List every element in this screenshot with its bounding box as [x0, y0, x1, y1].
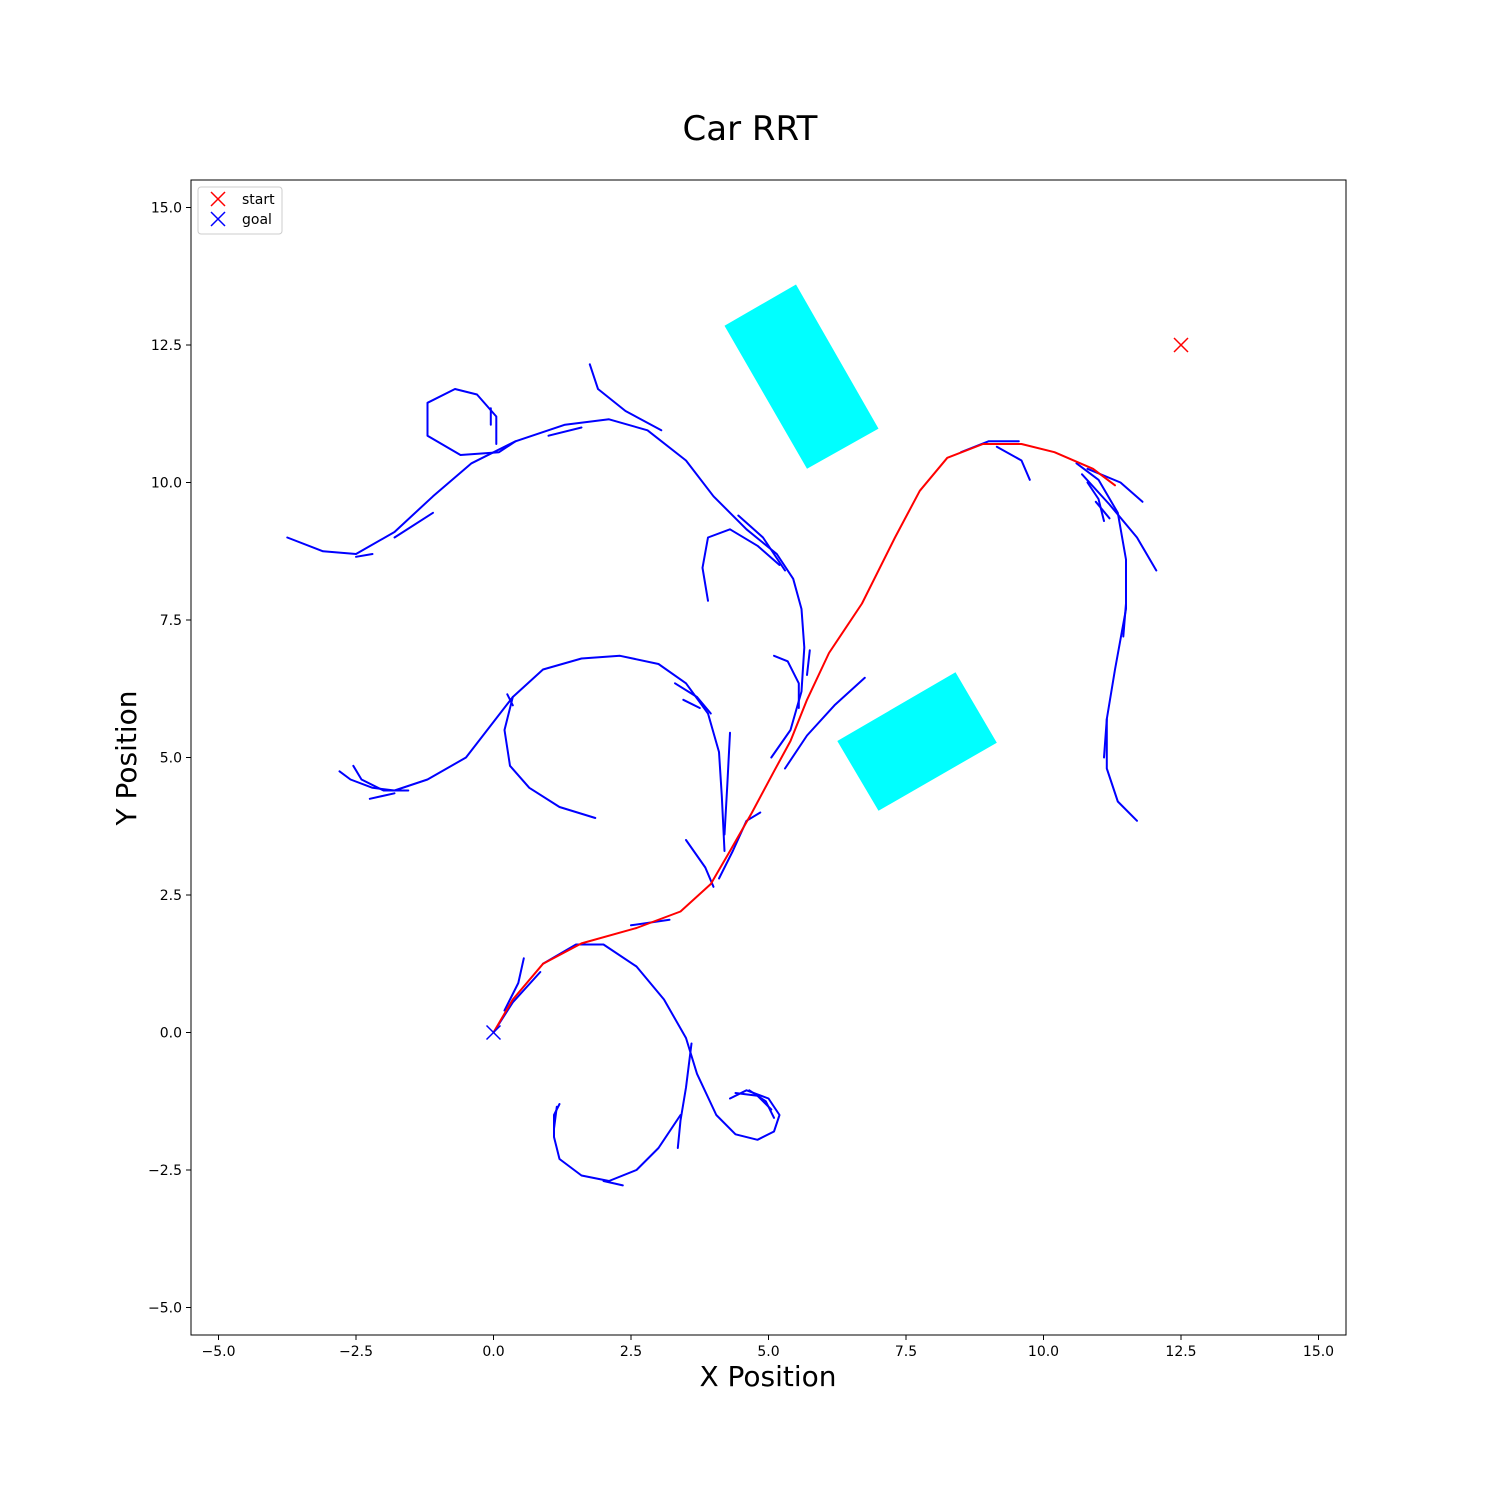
markers-layer [485, 337, 1189, 1041]
tree-branch-line-19 [503, 696, 597, 819]
series-layer [286, 363, 1158, 1187]
tree-branch-line-35 [1075, 462, 1138, 822]
x-tick-label: 10.0 [1028, 1344, 1059, 1360]
y-tick-label: 12.5 [151, 338, 182, 354]
y-tick-label: 7.5 [160, 613, 182, 629]
tree-branch-line-40 [1122, 602, 1127, 638]
legend-start-icon-stroke-2 [210, 191, 226, 207]
tree-branch-line-17 [674, 682, 712, 715]
legend-start-label: start [242, 192, 275, 208]
y-axis: −5.0 −2.5 0.0 2.5 5.0 7.5 10.0 12.5 15.0 [148, 201, 191, 1317]
plot-area [190, 179, 1347, 1336]
y-tick-label: 0.0 [160, 1026, 182, 1042]
legend-start-icon [210, 191, 226, 207]
x-tick-label: −2.5 [339, 1344, 373, 1360]
tree-branch-line-39 [1094, 500, 1111, 520]
y-tick-label: 5.0 [160, 751, 182, 767]
tree-branch-line-20 [506, 693, 514, 707]
tree-branch-line-5 [748, 1089, 775, 1119]
tree-branch-line-10 [685, 839, 715, 888]
tree-branch-line-41 [1103, 718, 1108, 759]
solution-path-line [492, 443, 1116, 1034]
tree-branch-line-15 [368, 792, 396, 800]
tree-branch-line-34 [995, 445, 1031, 481]
legend-goal-label: goal [242, 212, 272, 228]
x-tick-label: −5.0 [202, 1344, 236, 1360]
y-tick-label: −2.5 [148, 1163, 182, 1179]
tree-branch-line-30 [393, 511, 434, 539]
tree-branch-line-6 [676, 1042, 693, 1149]
tree-branch-line-25 [773, 654, 800, 709]
tree-branch-line-2 [503, 957, 525, 1012]
tree-branch-line-32 [547, 426, 583, 437]
obstacle-1 [724, 284, 879, 469]
tree-branch-line-13 [338, 654, 726, 852]
tree-branch-line-8 [602, 1180, 624, 1187]
tree-branch-line-9 [553, 1105, 558, 1130]
x-tick-label: 5.0 [757, 1344, 779, 1360]
y-tick-label: 2.5 [160, 888, 182, 904]
y-tick-label: −5.0 [148, 1301, 182, 1317]
tree-branch-line-16 [723, 731, 731, 836]
tree-branch-line-31 [355, 553, 374, 558]
tree-branch-line-27 [588, 363, 663, 432]
goal-marker-stroke-2 [485, 1024, 502, 1041]
y-axis-title: Y Position [110, 690, 143, 826]
tree-branch-line-24 [784, 676, 866, 770]
start-marker-stroke-2 [1173, 337, 1189, 353]
x-tick-label: 12.5 [1165, 1344, 1196, 1360]
legend-goal-icon [210, 211, 226, 227]
y-tick-label: 15.0 [151, 201, 182, 217]
x-tick-label: 15.0 [1303, 1344, 1334, 1360]
legend-goal-icon-stroke-2 [210, 211, 226, 227]
tree-branch-line-3 [542, 943, 781, 1141]
x-tick-label: 7.5 [895, 1344, 917, 1360]
chart-title: Car RRT [683, 109, 818, 149]
tree-branch-line-22 [701, 528, 781, 602]
tree-branch-line-23 [737, 514, 786, 572]
tree-branch-line-21 [286, 418, 806, 759]
tree-branch-line-38 [1086, 481, 1105, 522]
legend: start goal [197, 186, 283, 235]
obstacles-layer [724, 284, 997, 811]
x-tick-label: 2.5 [620, 1344, 642, 1360]
goal-marker [485, 1024, 502, 1041]
tree-branch-line-14 [352, 764, 410, 792]
tree-branch-line-26 [806, 649, 811, 676]
y-tick-label: 10.0 [151, 476, 182, 492]
x-tick-label: 0.0 [482, 1344, 504, 1360]
x-axis: −5.0 −2.5 0.0 2.5 5.0 7.5 10.0 12.5 15.0 [202, 1335, 1334, 1360]
tree-branch-line-37 [1081, 473, 1158, 572]
tree-branch-line-18 [682, 698, 701, 709]
start-marker [1173, 337, 1189, 353]
obstacle-2 [837, 672, 997, 811]
x-axis-title: X Position [699, 1360, 836, 1393]
